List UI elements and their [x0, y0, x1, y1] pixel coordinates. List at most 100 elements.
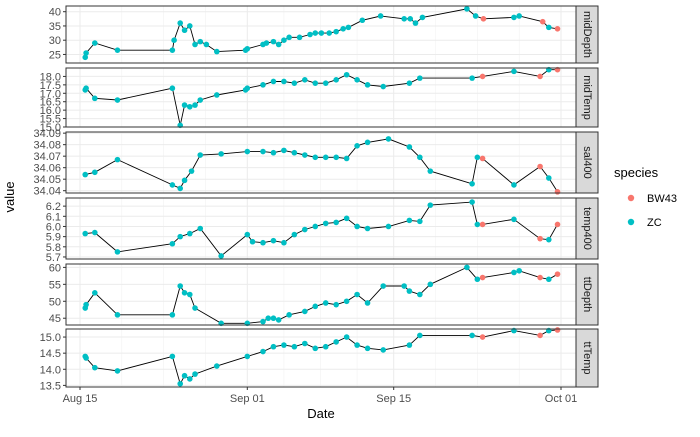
panel-background	[66, 264, 576, 325]
y-tick-label: 60	[49, 262, 61, 274]
data-point-ZC	[302, 226, 308, 233]
data-point-ZC	[263, 40, 270, 46]
data-point-ZC	[244, 148, 251, 155]
data-point-ZC	[186, 230, 193, 237]
y-tick-label: 6.2	[46, 201, 61, 213]
data-point-ZC	[333, 339, 339, 345]
data-point-ZC	[380, 283, 387, 289]
data-point-ZC	[464, 264, 470, 271]
data-point-ZC	[401, 16, 407, 22]
data-point-ZC	[417, 218, 423, 225]
y-tick-label: 30	[49, 35, 61, 47]
data-point-ZC	[82, 54, 89, 61]
data-point-ZC	[469, 332, 475, 339]
y-tick-label: 45	[49, 313, 61, 325]
y-tick-label: 5.8	[46, 242, 61, 254]
y-tick-label: 35	[49, 21, 61, 33]
data-point-ZC	[354, 143, 360, 149]
data-point-BW43	[479, 73, 486, 80]
data-point-ZC	[343, 334, 350, 340]
legend-label: ZC	[647, 217, 662, 229]
data-point-ZC	[281, 37, 287, 43]
data-point-ZC	[511, 14, 517, 21]
data-point-ZC	[260, 239, 266, 246]
data-point-ZC	[281, 78, 287, 85]
data-point-ZC	[186, 291, 193, 298]
data-point-ZC	[417, 291, 423, 298]
facet-strip	[575, 328, 599, 388]
data-point-BW43	[479, 221, 486, 228]
data-point-ZC	[516, 267, 522, 274]
y-tick-label: 34.06	[33, 163, 61, 175]
data-point-ZC	[218, 151, 224, 157]
data-point-ZC	[275, 317, 282, 323]
data-point-ZC	[197, 152, 204, 158]
data-point-ZC	[177, 185, 184, 192]
panel-background	[66, 329, 576, 387]
data-point-ZC	[169, 240, 176, 247]
data-point-ZC	[469, 180, 475, 187]
data-point-ZC	[385, 223, 392, 230]
data-point-ZC	[218, 253, 224, 259]
data-point-ZC	[203, 41, 210, 48]
data-point-ZC	[181, 290, 188, 296]
data-point-ZC	[291, 343, 298, 350]
data-point-BW43	[479, 155, 486, 162]
data-point-ZC	[427, 168, 434, 174]
data-point-ZC	[83, 301, 89, 308]
data-point-ZC	[177, 283, 184, 289]
data-point-ZC	[406, 217, 413, 224]
data-point-ZC	[385, 136, 392, 142]
y-tick-label: 34.08	[33, 140, 61, 152]
data-point-ZC	[474, 154, 481, 161]
data-point-ZC	[169, 47, 176, 53]
data-point-ZC	[169, 353, 176, 360]
data-point-ZC	[82, 230, 89, 237]
y-tick-label: 16.0	[40, 105, 61, 117]
data-point-ZC	[380, 83, 387, 90]
data-point-ZC	[333, 301, 339, 308]
data-point-ZC	[407, 16, 414, 22]
data-point-ZC	[427, 202, 434, 208]
data-point-BW43	[537, 73, 543, 80]
data-point-ZC	[114, 97, 121, 103]
legend: species BW43 ZC	[614, 165, 677, 229]
data-point-ZC	[249, 238, 256, 245]
y-tick-label: 34.05	[33, 174, 61, 186]
data-point-ZC	[326, 30, 333, 36]
y-tick-label: 25	[49, 49, 61, 61]
data-point-ZC	[186, 103, 193, 110]
data-point-ZC	[281, 239, 287, 246]
y-tick-label: 40	[49, 7, 61, 19]
data-point-ZC	[322, 343, 329, 350]
data-point-ZC	[270, 343, 277, 350]
panel-ttDepth: 45 50 55 60 ttDepth	[49, 262, 599, 327]
data-point-ZC	[260, 318, 266, 325]
y-tick-label: 15.0	[40, 332, 61, 344]
data-point-BW43	[554, 327, 561, 333]
data-point-ZC	[322, 300, 329, 306]
y-tick-label: 13.5	[40, 380, 61, 392]
data-point-ZC	[333, 77, 339, 83]
y-tick-label: 14.0	[40, 364, 61, 376]
facet-label: midDepth	[581, 11, 593, 58]
y-tick-label: 18.0	[40, 71, 61, 83]
data-point-ZC	[291, 149, 298, 156]
panel-background	[66, 132, 576, 193]
data-point-ZC	[244, 85, 251, 92]
data-point-ZC	[364, 139, 371, 146]
y-tick-label: 16.5	[40, 97, 61, 109]
panel-background	[66, 68, 576, 127]
data-point-ZC	[354, 77, 360, 83]
data-point-ZC	[322, 154, 329, 161]
data-point-ZC	[417, 332, 423, 339]
y-tick-label: 6.0	[46, 221, 61, 233]
data-point-BW43	[554, 26, 561, 32]
data-point-ZC	[188, 168, 195, 174]
data-point-ZC	[318, 30, 325, 36]
data-point-ZC	[406, 342, 413, 348]
data-point-ZC	[312, 303, 319, 310]
data-point-ZC	[214, 92, 220, 98]
data-point-ZC	[114, 47, 121, 53]
